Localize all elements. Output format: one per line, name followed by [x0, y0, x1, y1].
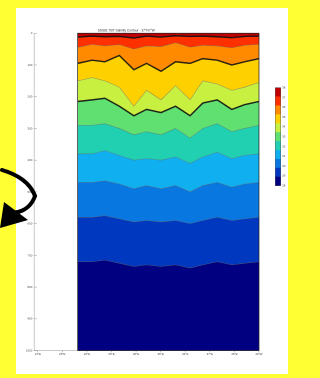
contour-line [77, 180, 259, 193]
x-tick-label: 22°E [182, 352, 188, 356]
chart-figure: SSS81 TBT Salinity Contour · 37°N?°W 0 10… [16, 8, 288, 374]
colorbar-swatch [275, 158, 281, 169]
x-tick-label: 20°E [84, 352, 90, 356]
y-tick-label: 600 [27, 222, 32, 226]
y-tick-label: 500 [27, 190, 32, 194]
colorbar-label: 36 [282, 105, 286, 109]
y-tick-label: 0 [31, 31, 33, 35]
contour-line [77, 150, 259, 164]
colorbar-swatch [275, 96, 281, 106]
colorbar-label: 31 [282, 154, 286, 158]
contour-band [77, 215, 259, 269]
contour-band [77, 150, 259, 192]
arrow-glyph [0, 168, 37, 228]
y-tick-label: 800 [27, 285, 32, 289]
plot-area [77, 33, 259, 351]
contour-line [77, 77, 259, 107]
colorbar-label: 33 [282, 135, 286, 139]
colorbar-frame [275, 87, 281, 186]
x-tick-label: 25°E [108, 352, 114, 356]
contour-line [77, 259, 259, 269]
colorbar-label: 30 [282, 164, 286, 168]
contour-band [77, 42, 259, 72]
x-tick-label: 30°E [133, 352, 139, 356]
y-tick-label: 1000 [26, 348, 33, 352]
x-tick-label: 45°E [231, 352, 237, 356]
arrow-icon [0, 168, 40, 248]
contour-line [77, 97, 259, 117]
y-tick-label: 200 [27, 95, 32, 99]
contour-band [77, 180, 259, 224]
contour-line [77, 123, 259, 139]
y-tick-label: 900 [27, 317, 32, 321]
x-tick-label: 35°E [158, 352, 164, 356]
y-tick-label: 400 [27, 158, 32, 162]
colorbar-swatch [275, 132, 281, 142]
colorbar-label: 37 [282, 95, 286, 99]
y-tick-label: 100 [27, 63, 32, 67]
x-tick-label: 40°W [255, 352, 262, 356]
colorbar-swatch [275, 123, 281, 133]
colorbar-swatch [275, 105, 281, 115]
y-tick-label: 300 [27, 126, 32, 130]
colorbar-swatch [275, 87, 281, 97]
colorbar-label: 28 [282, 183, 286, 187]
chart-canvas: SSS81 TBT Salinity Contour · 37°N?°W 0 10… [26, 28, 286, 356]
contour-band [77, 55, 259, 107]
colorbar-label: 29 [282, 174, 286, 178]
x-tick-label: 13°E [35, 352, 41, 356]
colorbar: 38 37 36 35 34 33 32 31 30 29 28 [275, 86, 286, 187]
colorbar-swatch [275, 167, 281, 177]
colorbar-swatch [275, 114, 281, 124]
contour-band [77, 98, 259, 138]
colorbar-swatch [275, 141, 281, 151]
x-tick-label: 37°E [207, 352, 213, 356]
y-tick-label: 700 [27, 253, 32, 257]
contour-band [77, 77, 259, 116]
chart-title: SSS81 TBT Salinity Contour · 37°N?°W [98, 28, 156, 32]
colorbar-label: 34 [282, 125, 286, 129]
contour-line [77, 35, 259, 39]
x-tick-label: 25°E [59, 352, 65, 356]
contour-band [77, 260, 259, 351]
contour-line [77, 42, 259, 50]
plot-frame [77, 32, 260, 351]
contour-line [77, 215, 259, 224]
colorbar-label: 35 [282, 115, 286, 119]
contour-band [77, 35, 259, 50]
colorbar-label: 38 [282, 86, 286, 90]
colorbar-label: 32 [282, 144, 286, 148]
colorbar-swatch [275, 149, 281, 160]
contour-line [77, 54, 259, 73]
colorbar-swatch [275, 176, 281, 186]
